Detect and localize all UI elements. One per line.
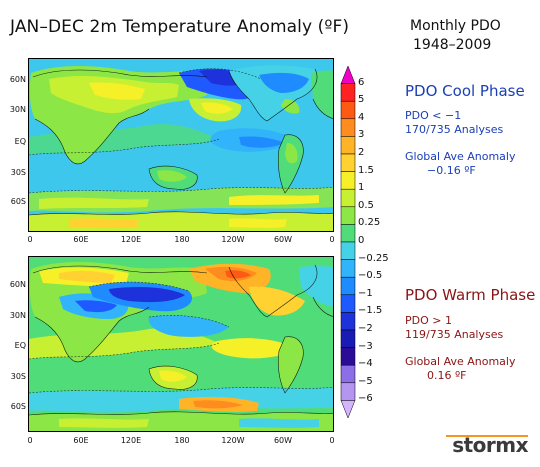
colorbar-label: 1.5 bbox=[358, 164, 374, 176]
colorbar-swatch bbox=[340, 224, 356, 243]
colorbar-label: −1.5 bbox=[358, 305, 383, 317]
cool-lat-label: 60N bbox=[9, 75, 26, 84]
colorbar-swatch bbox=[340, 153, 356, 172]
colorbar-labels: 6 5 4 3 2 1.5 1 0.5 0.25 0 −0.25 −0.5 −1 −1.5 −2 −3 −4 −5… bbox=[358, 66, 398, 418]
colorbar-swatch bbox=[340, 364, 356, 384]
cool-global-label: Global Ave Anomaly bbox=[405, 150, 516, 163]
colorbar-label: −5 bbox=[358, 375, 373, 387]
pdo-header: Monthly PDO 1948–2009 bbox=[410, 17, 501, 55]
colorbar-swatch bbox=[340, 347, 356, 366]
pdo-header-line1: Monthly PDO bbox=[410, 18, 501, 34]
colorbar-label: 6 bbox=[358, 76, 365, 88]
cool-lon-label: 0 bbox=[27, 235, 33, 244]
warm-lat-label: 30N bbox=[9, 311, 26, 320]
warm-global-value: 0.16 ºF bbox=[427, 369, 467, 382]
warm-phase-map bbox=[28, 256, 334, 432]
colorbar-label: −6 bbox=[358, 393, 373, 405]
colorbar-swatch bbox=[340, 83, 356, 102]
colorbar-swatch bbox=[340, 276, 356, 296]
cool-phase-map bbox=[28, 58, 334, 232]
colorbar-label: 0 bbox=[358, 235, 365, 246]
colorbar-label: 0.5 bbox=[358, 199, 374, 211]
cool-lon-label: 60E bbox=[73, 235, 89, 244]
warm-lat-label: 60N bbox=[9, 280, 26, 289]
warm-lat-label: 30S bbox=[10, 372, 26, 381]
colorbar bbox=[340, 66, 356, 418]
colorbar-label: 0.25 bbox=[358, 217, 381, 229]
cool-lon-label: 60W bbox=[273, 235, 293, 244]
colorbar-label: −4 bbox=[358, 358, 373, 370]
logo-rule bbox=[446, 435, 528, 437]
colorbar-swatch bbox=[340, 312, 356, 331]
cool-phase-map-field bbox=[29, 59, 333, 231]
colorbar-label: 2 bbox=[358, 147, 365, 158]
cool-phase-heading: PDO Cool Phase bbox=[405, 82, 525, 100]
warm-phase-map-field bbox=[29, 257, 333, 431]
cool-lat-label: 30N bbox=[9, 105, 26, 114]
colorbar-label: 1 bbox=[358, 182, 365, 194]
warm-lon-label: 0 bbox=[27, 436, 33, 445]
warm-lon-label: 120W bbox=[221, 436, 245, 445]
pdo-header-line2: 1948–2009 bbox=[413, 37, 492, 53]
colorbar-label: −0.25 bbox=[358, 252, 389, 264]
cool-lon-label: 120E bbox=[120, 235, 142, 244]
warm-phase-count: 119/735 Analyses bbox=[405, 328, 504, 341]
colorbar-label: 4 bbox=[358, 111, 365, 123]
colorbar-swatch bbox=[340, 100, 356, 120]
cool-phase-count: 170/735 Analyses bbox=[405, 123, 504, 136]
warm-lon-label: 0 bbox=[329, 436, 335, 445]
colorbar-swatch bbox=[340, 294, 356, 313]
warm-phase-criterion: PDO > 1 bbox=[405, 314, 452, 327]
colorbar-swatch bbox=[340, 171, 356, 190]
stormx-logo-text: stormx bbox=[452, 433, 528, 457]
warm-lon-label: 60W bbox=[273, 436, 293, 445]
colorbar-label: −0.5 bbox=[358, 270, 383, 282]
colorbar-label: −2 bbox=[358, 323, 373, 334]
cool-lon-label: 0 bbox=[329, 235, 335, 244]
colorbar-swatch bbox=[340, 136, 356, 155]
cool-lat-label: EQ bbox=[14, 137, 26, 146]
colorbar-swatch bbox=[340, 66, 356, 84]
cool-phase-criterion: PDO < −1 bbox=[405, 109, 462, 122]
colorbar-swatch bbox=[340, 259, 356, 278]
colorbar-label: −1 bbox=[358, 287, 373, 299]
colorbar-swatch bbox=[340, 382, 356, 401]
colorbar-label: −3 bbox=[358, 340, 373, 352]
stormx-logo: stormx bbox=[452, 433, 528, 457]
warm-lat-label: 60S bbox=[10, 402, 26, 411]
colorbar-label: 5 bbox=[358, 94, 365, 106]
colorbar-swatch bbox=[340, 400, 356, 418]
cool-lat-label: 30S bbox=[10, 168, 26, 177]
colorbar-swatch bbox=[340, 241, 356, 260]
cool-lon-label: 120W bbox=[221, 235, 245, 244]
colorbar-swatch bbox=[340, 329, 356, 348]
colorbar-swatch bbox=[340, 188, 356, 208]
warm-lon-label: 180 bbox=[174, 436, 190, 445]
cool-lat-label: 60S bbox=[10, 197, 26, 206]
warm-lon-label: 60E bbox=[73, 436, 89, 445]
map-title: JAN–DEC 2m Temperature Anomaly (ºF) bbox=[10, 17, 350, 37]
colorbar-label: 3 bbox=[358, 129, 365, 141]
warm-lat-label: EQ bbox=[14, 341, 26, 350]
warm-phase-heading: PDO Warm Phase bbox=[405, 286, 536, 304]
cool-global-value: −0.16 ºF bbox=[427, 164, 476, 177]
colorbar-swatch bbox=[340, 118, 356, 137]
colorbar-swatch bbox=[340, 206, 356, 225]
warm-lon-label: 120E bbox=[120, 436, 142, 445]
warm-global-label: Global Ave Anomaly bbox=[405, 355, 516, 368]
cool-lon-label: 180 bbox=[174, 235, 190, 244]
